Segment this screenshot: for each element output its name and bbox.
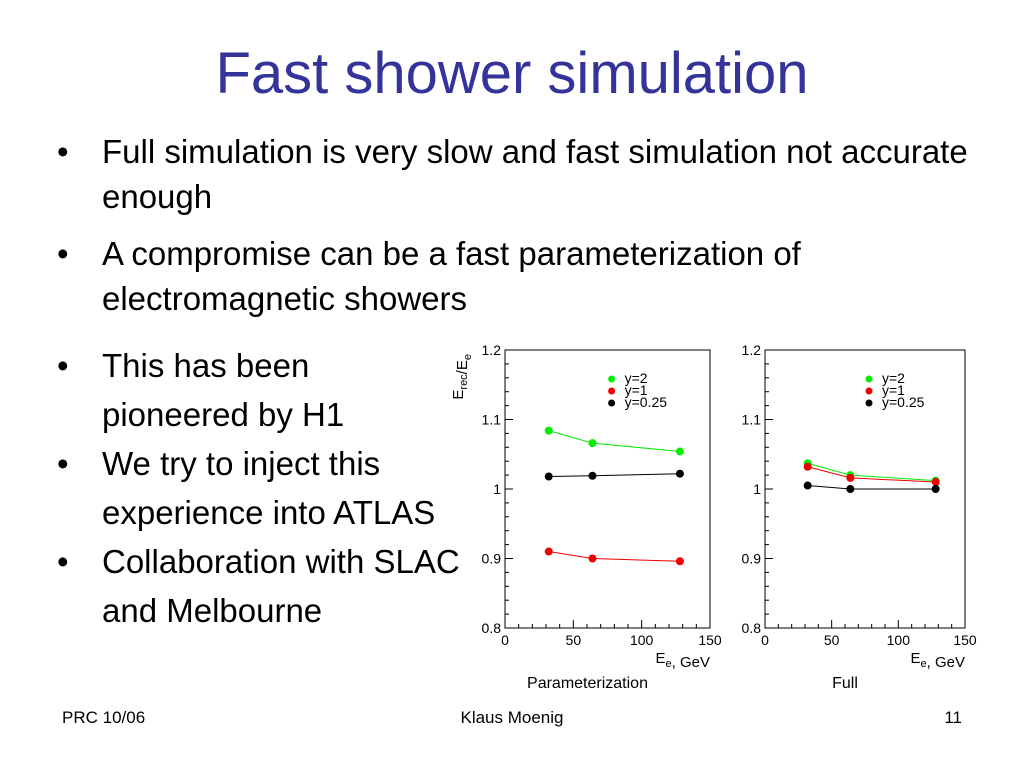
x-tick-label: 50: [566, 632, 582, 648]
y-tick-label: 1: [753, 481, 761, 497]
top-bullet-list: • Full simulation is very slow and fast …: [57, 129, 987, 333]
legend-label: y=0.25: [625, 394, 668, 410]
legend-marker: [865, 387, 873, 395]
legend-marker: [608, 387, 616, 395]
x-tick-label: 150: [953, 632, 977, 648]
footer-author: Klaus Moenig: [460, 708, 564, 727]
data-point: [544, 426, 553, 435]
data-point: [846, 485, 855, 493]
bullet-glyph: •: [57, 347, 69, 384]
bullet-text: This has been pioneered by H1: [102, 347, 345, 433]
x-tick-label: 0: [501, 632, 509, 648]
series-line: [548, 551, 680, 562]
legend-marker: [865, 375, 873, 383]
x-tick-label: 100: [887, 632, 911, 648]
data-point: [588, 439, 597, 448]
data-point: [588, 471, 597, 480]
y-axis-label: Erec/Ee: [450, 354, 474, 400]
chart-panel-2: 0.8 0.9 1 1.1 1.2 0 50 100 150 Ee, GeV Full y=2y=1y…: [742, 342, 977, 690]
data-point: [803, 462, 812, 471]
bullet-glyph: •: [57, 543, 69, 580]
data-point: [931, 478, 940, 487]
y-tick-label: 0.9: [482, 551, 502, 567]
data-point: [675, 469, 684, 478]
chart-title: Parameterization: [527, 675, 648, 690]
bullet-glyph: •: [57, 133, 69, 170]
series-line: [548, 430, 680, 452]
bullet-item: • A compromise can be a fast parameteriz…: [57, 231, 987, 321]
legend-label: y=2: [882, 370, 905, 386]
bullet-text: A compromise can be a fast parameterizat…: [102, 235, 801, 317]
footer-date: PRC 10/06: [62, 708, 146, 727]
y-tick-label: 0.9: [742, 551, 762, 567]
data-point: [803, 481, 812, 490]
data-point: [846, 473, 855, 482]
slide-title: Fast shower simulation: [215, 41, 809, 106]
bullet-text: Collaboration with SLAC and Melbourne: [102, 543, 460, 629]
plot-frame: [504, 349, 711, 629]
bullet-text: We try to inject this experience into AT…: [102, 445, 436, 531]
series-line: [548, 473, 680, 477]
legend-label: y=1: [625, 382, 648, 398]
data-point: [931, 485, 940, 493]
data-point: [675, 447, 684, 456]
x-axis-label: Ee, GeV: [656, 650, 711, 671]
footer-page-number: 11: [944, 708, 962, 727]
chart-title: Full: [832, 675, 858, 690]
x-tick-label: 100: [630, 632, 654, 648]
side-bullet-list: • This has been pioneered by H1 • We try…: [57, 341, 517, 635]
y-tick-label: 1.1: [742, 412, 762, 428]
x-tick-label: 150: [698, 632, 722, 648]
bullet-item: • We try to inject this experience into …: [57, 439, 442, 537]
legend-marker: [608, 375, 616, 383]
legend-label: y=2: [625, 370, 648, 386]
bullet-glyph: •: [57, 235, 69, 272]
y-tick-label: 1.2: [482, 342, 502, 358]
x-tick-label: 0: [761, 632, 769, 648]
legend-label: y=0.25: [882, 394, 925, 410]
data-point: [588, 554, 597, 563]
legend-marker: [608, 399, 616, 407]
y-tick-label: 1.2: [742, 342, 762, 358]
series-line: [807, 485, 936, 490]
bullet-item: • Full simulation is very slow and fast …: [57, 129, 987, 219]
bullet-text: Full simulation is very slow and fast si…: [102, 133, 968, 215]
x-tick-label: 50: [824, 632, 840, 648]
x-axis-label: Ee, GeV: [911, 650, 966, 671]
bullet-item: • Collaboration with SLAC and Melbourne: [57, 537, 482, 635]
data-point: [544, 472, 553, 481]
data-point: [544, 547, 553, 556]
legend-marker: [865, 399, 873, 407]
legend-label: y=1: [882, 382, 905, 398]
y-tick-label: 0.8: [742, 620, 762, 636]
chart-panel-1: 0.8 0.9 1 1.1 1.2 0 50 100 150 Ee, GeV Erec/Ee Para…: [450, 342, 722, 690]
y-tick-label: 0.8: [482, 620, 502, 636]
data-point: [675, 557, 684, 566]
bullet-glyph: •: [57, 445, 69, 482]
y-tick-label: 1.1: [482, 412, 502, 428]
y-tick-label: 1: [493, 481, 501, 497]
bullet-item: • This has been pioneered by H1: [57, 341, 402, 439]
